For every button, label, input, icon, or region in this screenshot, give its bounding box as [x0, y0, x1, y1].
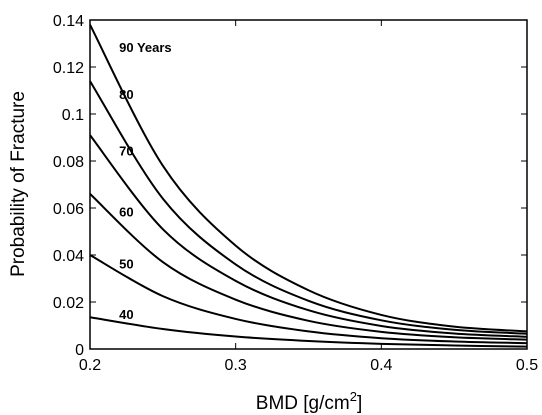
x-tick-label: 0.2 [79, 357, 101, 374]
x-axis-title-suffix: ] [357, 393, 362, 414]
x-tick-label: 0.3 [225, 357, 247, 374]
series-label: 70 [119, 144, 133, 159]
series-line [89, 193, 528, 341]
axis-ticks [89, 19, 528, 350]
y-tick-label: 0.06 [53, 201, 84, 218]
series-line [89, 80, 528, 335]
x-tick-label: 0.5 [516, 357, 538, 374]
series-label: 90 Years [119, 40, 172, 55]
series-label: 80 [119, 87, 133, 102]
y-tick-label: 0.14 [53, 13, 84, 30]
series-label: 40 [119, 307, 133, 322]
plot-frame [89, 19, 528, 350]
series-lines [89, 24, 528, 348]
x-axis-title-superscript: 2 [350, 389, 357, 404]
series-line [89, 24, 528, 333]
y-tick-label: 0.08 [53, 154, 84, 171]
series-line [89, 134, 528, 338]
x-tick-label: 0.4 [370, 357, 392, 374]
series-line [89, 254, 528, 345]
series-label: 60 [119, 205, 133, 220]
y-axis-title: Probability of Fracture [8, 91, 29, 277]
y-tick-label: 0.04 [53, 248, 84, 265]
x-axis-title: BMD [g/cm2] [256, 389, 362, 414]
y-tick-label: 0.12 [53, 60, 84, 77]
series-line [89, 316, 528, 348]
series-label: 50 [119, 256, 133, 271]
tick-labels: 0.2 0.3 0.4 0.5 0 0.02 0.04 0.06 0.08 0.1 0.12 0.14 [53, 13, 538, 374]
y-tick-label: 0 [75, 342, 84, 359]
x-axis-title-main: BMD [g/cm [256, 393, 350, 414]
y-tick-label: 0.1 [62, 107, 84, 124]
series-labels: 90 Years 80 70 60 50 40 [119, 40, 172, 322]
y-tick-label: 0.02 [53, 295, 84, 312]
